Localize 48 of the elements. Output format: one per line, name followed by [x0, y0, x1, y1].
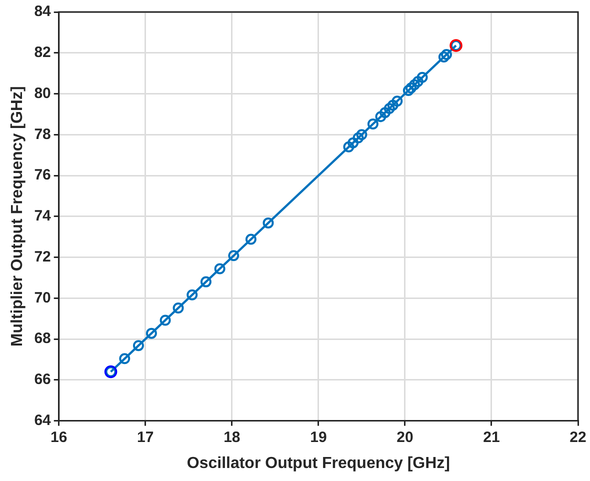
y-tick-label: 64	[34, 412, 52, 429]
point	[392, 96, 403, 107]
point	[406, 82, 417, 94]
point	[412, 76, 424, 87]
point	[186, 289, 198, 300]
point	[416, 72, 428, 83]
point	[172, 302, 184, 314]
point	[160, 314, 171, 326]
y-tick-label: 76	[34, 166, 51, 184]
point	[408, 79, 420, 90]
point	[440, 49, 452, 60]
point	[119, 353, 130, 364]
point	[367, 118, 378, 130]
point	[380, 107, 391, 118]
point	[214, 263, 226, 274]
point	[200, 276, 212, 288]
point	[146, 328, 157, 339]
point	[245, 234, 256, 245]
y-tick-label: 72	[34, 248, 51, 266]
x-tick-label: 19	[310, 428, 327, 446]
y-tick-label: 74	[34, 208, 52, 225]
point	[438, 51, 450, 62]
point	[348, 137, 359, 148]
y-tick-label: 84	[34, 3, 52, 20]
y-axis-title: Multiplier Output Frequency [GHz]	[9, 86, 26, 347]
point	[375, 111, 386, 122]
y-tick-label: 68	[34, 330, 51, 348]
x-axis-title: Oscillator Output Frequency [GHz]	[186, 454, 450, 472]
x-tick-label: 21	[483, 428, 500, 446]
point	[228, 250, 240, 262]
point	[402, 84, 414, 96]
point	[132, 340, 144, 352]
x-tick-label: 22	[570, 428, 586, 446]
y-tick-label: 80	[34, 84, 51, 102]
point	[352, 132, 364, 144]
point	[262, 217, 274, 228]
x-tick-label: 17	[137, 428, 154, 446]
point	[343, 141, 354, 152]
y-tick-label: 78	[34, 126, 51, 143]
x-tick-label: 18	[224, 428, 240, 446]
y-tick-label: 70	[34, 289, 51, 306]
y-tick-label: 66	[34, 371, 51, 388]
point	[387, 100, 398, 111]
x-tick-label: 20	[396, 428, 414, 446]
x-tick-label: 16	[50, 428, 68, 446]
point	[384, 102, 395, 114]
y-tick-label: 82	[34, 44, 51, 62]
point	[356, 129, 368, 140]
